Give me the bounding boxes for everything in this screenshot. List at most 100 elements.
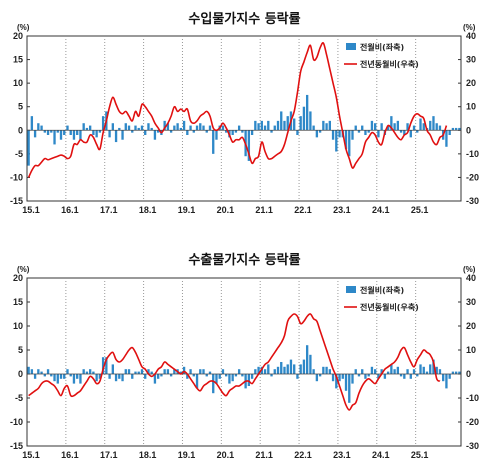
bar-mom (338, 374, 341, 382)
bar-mom (27, 130, 30, 166)
bar-mom (27, 366, 30, 374)
bar-mom (231, 374, 234, 382)
bar-mom (386, 125, 390, 131)
right-tick-label: -20 (466, 172, 479, 182)
bar-mom (189, 369, 192, 374)
bar-mom (215, 130, 218, 140)
bar-mom (380, 123, 383, 131)
right-tick-label: -10 (466, 393, 479, 403)
bar-mom (377, 374, 380, 379)
bar-mom (169, 130, 173, 133)
bar-mom (380, 369, 383, 374)
right-unit-label: (%) (463, 23, 476, 32)
bar-mom (85, 127, 89, 131)
bar-mom (221, 125, 225, 131)
bar-mom (445, 130, 448, 147)
bar-mom (299, 116, 302, 131)
bar-mom (160, 374, 163, 377)
plot-frame (26, 35, 462, 202)
import-chart-panel: 수입물가지수 등락률 15.1 16.1 17.1 18.1 19.1 20.1 21.1 2… (10, 12, 479, 215)
right-tick-label: 10 (466, 102, 476, 112)
bar-mom (131, 374, 134, 379)
bar-mom (341, 374, 344, 379)
bar-mom (435, 123, 438, 131)
bar-mom (403, 130, 406, 135)
bar-mom (79, 130, 82, 140)
bar-mom (263, 369, 267, 374)
bar-mom (412, 125, 416, 131)
bar-mom (199, 369, 202, 374)
bar-mom (234, 130, 238, 133)
bar-mom (140, 125, 144, 131)
bar-mom (399, 374, 403, 377)
bar-mom (50, 374, 53, 377)
x-tick-label: 15.1 (22, 205, 40, 215)
bar-mom (121, 130, 124, 140)
bar-mom (40, 125, 43, 131)
bar-mom (325, 123, 328, 131)
bar-mom (416, 374, 419, 377)
left-tick-label: 20 (13, 273, 23, 283)
left-tick-label: 10 (13, 321, 23, 331)
bar-mom (270, 374, 273, 377)
bar-mom (318, 374, 322, 377)
bar-mom (412, 369, 416, 374)
x-tick-label: 21.1 (255, 450, 273, 460)
bar-mom (137, 127, 140, 131)
bar-mom (228, 374, 231, 384)
bar-mom (127, 369, 131, 374)
x-tick-label: 19.1 (178, 205, 196, 215)
bar-mom (157, 374, 160, 379)
bar-mom (92, 130, 95, 135)
bar-mom (72, 130, 76, 140)
bar-mom (88, 369, 92, 374)
legend-line-label: 전년동월비(우축) (360, 302, 419, 312)
bar-mom (199, 123, 202, 131)
bar-mom (66, 369, 69, 374)
bar-mom (331, 374, 335, 382)
bar-mom (241, 374, 244, 377)
bar-mom (390, 364, 393, 374)
bar-mom (114, 130, 118, 143)
legend-bar-label: 전월비(좌축) (360, 285, 404, 295)
chart-title: 수출물가지수 등락률 (188, 253, 301, 268)
bar-mom (257, 366, 260, 374)
bar-mom (166, 369, 170, 374)
bar-mom (218, 374, 221, 379)
bar-mom (399, 130, 403, 133)
bar-mom (114, 374, 118, 382)
bar-mom (458, 127, 461, 131)
bar-mom (409, 374, 412, 379)
bar-mom (153, 374, 157, 384)
left-tick-label: 0 (18, 125, 23, 135)
bar-mom (186, 130, 189, 135)
chart-title: 수입물가지수 등락률 (188, 12, 301, 27)
bar-mom (108, 374, 111, 379)
bar-mom (208, 371, 212, 374)
bar-mom (225, 374, 228, 377)
bar-mom (189, 125, 192, 131)
bar-mom (331, 130, 335, 140)
bar-mom (273, 369, 276, 374)
right-tick-label: -20 (466, 417, 479, 427)
bar-mom (202, 125, 205, 131)
bar-mom (46, 130, 50, 135)
bar-mom (325, 366, 328, 374)
bar-mom (98, 130, 102, 133)
bar-mom (422, 366, 425, 374)
bar-mom (40, 371, 43, 374)
bar-mom (76, 374, 79, 379)
bar-mom (305, 94, 309, 131)
bar-mom (72, 374, 76, 384)
bar-mom (442, 374, 445, 382)
bar-mom (293, 118, 296, 131)
bar-mom (393, 123, 396, 131)
bar-mom (276, 120, 280, 131)
bar-mom (173, 125, 176, 131)
bar-mom (69, 130, 72, 135)
bar-mom (286, 364, 289, 374)
bar-mom (293, 364, 296, 374)
legend-bar-swatch (346, 286, 356, 293)
bar-mom (299, 364, 302, 374)
bar-mom (76, 130, 79, 135)
